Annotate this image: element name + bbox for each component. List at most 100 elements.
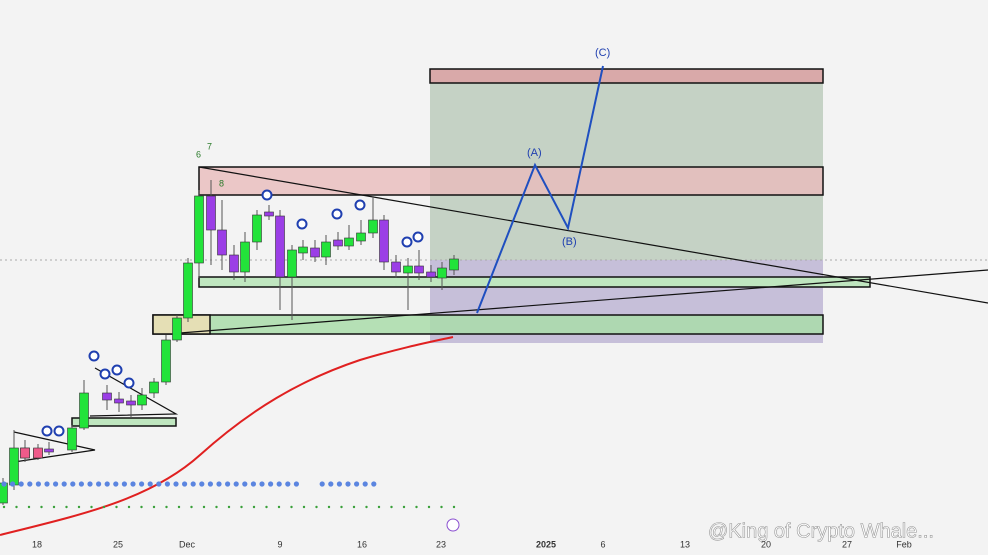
dot xyxy=(121,481,127,487)
dot xyxy=(252,505,256,509)
candle xyxy=(33,447,43,459)
signal xyxy=(412,231,424,243)
x-tick-label: 18 xyxy=(32,539,42,549)
signal xyxy=(53,425,65,437)
x-tick-label: 9 xyxy=(277,539,282,549)
dot xyxy=(390,505,393,509)
candle xyxy=(194,195,204,264)
dot xyxy=(371,481,377,487)
candle xyxy=(368,219,378,234)
candle xyxy=(240,241,250,273)
dot xyxy=(164,481,170,487)
x-tick-label: Feb xyxy=(896,539,912,549)
support-box xyxy=(198,276,871,288)
dot xyxy=(340,505,343,509)
resistance-box xyxy=(429,68,824,84)
candles xyxy=(0,180,459,505)
count-label: 7 xyxy=(207,141,212,151)
count-label: 8 xyxy=(219,178,224,188)
candle xyxy=(321,241,331,258)
dot xyxy=(452,505,456,509)
dot xyxy=(156,481,162,487)
x-tick-label: Dec xyxy=(179,539,196,549)
dot xyxy=(276,481,282,487)
dot xyxy=(216,481,222,487)
signal xyxy=(331,208,343,220)
dot xyxy=(328,481,334,487)
support-box xyxy=(152,314,824,335)
dot xyxy=(345,481,351,487)
x-tick-label: 23 xyxy=(436,539,446,549)
pennant xyxy=(89,367,179,417)
wave-label: (A) xyxy=(527,147,542,159)
signal xyxy=(99,368,111,380)
candle xyxy=(114,398,124,404)
dot xyxy=(40,505,43,509)
dot xyxy=(199,481,205,487)
wave-label: (B) xyxy=(562,236,577,248)
candle xyxy=(333,239,343,247)
x-axis: 18 25 Dec 9 16 23 2025 6 13 20 27 Feb xyxy=(32,539,912,549)
x-tick-label: 13 xyxy=(680,539,690,549)
candle xyxy=(161,339,171,383)
candle xyxy=(403,265,413,274)
resistance-box xyxy=(198,166,824,196)
dot xyxy=(65,505,68,509)
candle xyxy=(298,246,308,254)
dot xyxy=(44,481,50,487)
dot xyxy=(365,505,368,509)
dot xyxy=(362,481,368,487)
dots xyxy=(1,481,456,509)
dot xyxy=(290,505,293,509)
x-tick-label: 6 xyxy=(600,539,605,549)
signal xyxy=(354,199,366,211)
candle xyxy=(102,392,112,401)
dot xyxy=(139,481,145,487)
signal xyxy=(41,425,53,437)
dot xyxy=(277,505,281,509)
support-box xyxy=(71,417,177,427)
candle xyxy=(137,394,147,406)
candle xyxy=(344,237,354,247)
candle xyxy=(264,211,274,217)
dot xyxy=(415,505,418,509)
dot xyxy=(52,505,56,509)
dot xyxy=(233,481,239,487)
dot xyxy=(354,481,360,487)
candle xyxy=(79,392,89,429)
x-tick-label: 25 xyxy=(113,539,123,549)
dot xyxy=(113,481,119,487)
dot xyxy=(285,481,291,487)
candle xyxy=(449,258,459,271)
candle xyxy=(44,448,54,453)
candle xyxy=(252,214,262,243)
dot xyxy=(293,481,299,487)
x-tick-label: 16 xyxy=(357,539,367,549)
wave-label: (C) xyxy=(595,47,610,59)
dot xyxy=(102,505,106,509)
dot xyxy=(61,481,67,487)
dot xyxy=(130,481,136,487)
dot xyxy=(302,505,306,509)
candle xyxy=(67,427,77,451)
signal xyxy=(111,364,123,376)
candle xyxy=(172,317,182,341)
signal xyxy=(261,189,273,201)
dot xyxy=(327,505,331,509)
dot xyxy=(215,505,218,509)
dot xyxy=(87,481,93,487)
watermark: @King of Crypto Whale... xyxy=(708,520,934,542)
dot xyxy=(35,481,42,487)
dot xyxy=(70,481,76,487)
dot xyxy=(173,481,179,487)
candle xyxy=(126,400,136,406)
dot xyxy=(27,505,31,509)
dot xyxy=(115,505,118,509)
dot xyxy=(319,481,325,487)
dot xyxy=(18,481,24,487)
moving-average xyxy=(0,336,454,536)
event-icon xyxy=(446,518,460,532)
wave-projection xyxy=(476,65,604,314)
dot xyxy=(427,505,431,509)
